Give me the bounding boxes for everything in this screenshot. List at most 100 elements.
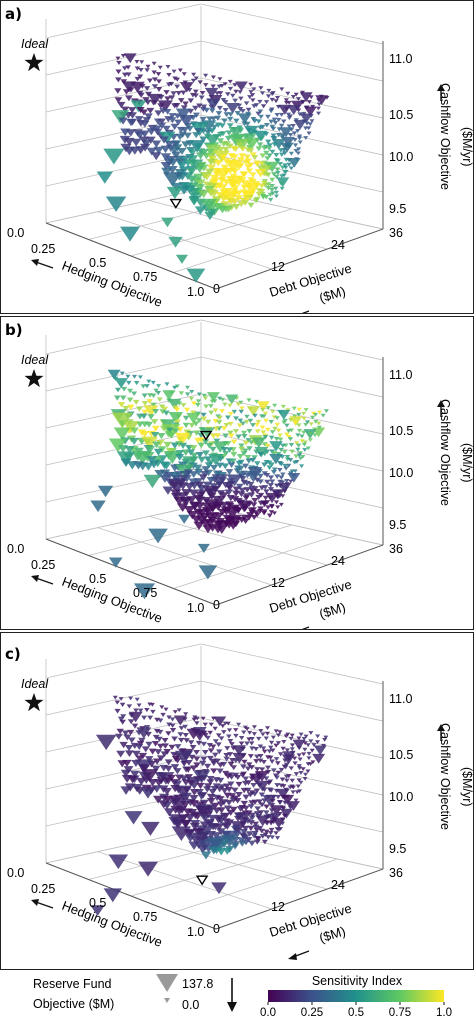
scatter-point <box>135 730 143 736</box>
x-tick-label: 0.5 <box>89 896 106 910</box>
scatter-point <box>216 420 223 425</box>
scatter-point <box>284 479 290 483</box>
scatter-point <box>127 719 135 725</box>
scatter-point <box>117 101 126 109</box>
grid-line <box>45 828 202 864</box>
scatter-point <box>134 697 140 702</box>
scatter-point <box>146 107 155 114</box>
scatter-point <box>219 409 225 414</box>
scatter-point <box>222 770 230 777</box>
scatter-point <box>303 734 309 739</box>
scatter-point <box>124 446 135 454</box>
scatter-point <box>232 429 240 434</box>
scatter-point <box>301 416 307 421</box>
scatter-point <box>268 788 275 793</box>
scatter-point <box>251 455 258 461</box>
scatter-point <box>157 432 166 440</box>
scatter-point <box>251 155 259 161</box>
z-axis-label-line1: Cashflow Objective <box>438 83 452 190</box>
scatter-point <box>254 806 262 812</box>
scatter-point <box>263 150 270 156</box>
scatter-point <box>215 111 223 116</box>
scatter-point <box>132 399 140 405</box>
scatter-point <box>206 148 215 155</box>
x-tick-label: 0.25 <box>31 558 55 572</box>
scatter-point <box>293 92 299 97</box>
scatter-point <box>302 747 308 752</box>
scatter-point <box>205 419 212 425</box>
scatter-point <box>238 741 245 746</box>
scatter-point <box>178 726 185 731</box>
grid-line <box>45 393 384 435</box>
scatter-point <box>209 190 219 198</box>
scatter-point <box>216 138 225 144</box>
scatter-point <box>246 792 254 798</box>
scatter-point <box>269 97 275 102</box>
scatter-point <box>287 105 301 115</box>
scatter-point <box>286 124 292 129</box>
scatter-point <box>252 198 260 204</box>
scatter-point <box>120 54 126 58</box>
scatter-point <box>206 794 216 801</box>
grid-line <box>45 717 384 759</box>
scatter-point <box>268 740 275 745</box>
scatter-point <box>119 395 127 401</box>
scatter-point <box>147 715 154 721</box>
scatter-point <box>124 811 143 825</box>
scatter-point <box>201 750 209 756</box>
scatter-point <box>183 738 190 743</box>
scatter-point <box>268 820 275 826</box>
scatter-point <box>176 426 184 433</box>
scatter-point <box>301 411 307 416</box>
scatter-point <box>200 412 207 418</box>
scatter-point <box>230 154 239 160</box>
scatter-point <box>173 419 181 425</box>
scatter-point <box>271 172 277 177</box>
scatter-point <box>122 89 131 95</box>
scatter-point <box>257 172 265 178</box>
scatter-point <box>299 434 305 439</box>
scatter-point <box>146 456 157 464</box>
scatter-point <box>263 776 270 781</box>
scatter-point <box>204 134 221 147</box>
grid-line <box>45 467 384 509</box>
scatter-point <box>147 93 163 105</box>
scatter-point <box>192 93 199 99</box>
scatter-point <box>227 430 234 436</box>
scatter-point <box>249 773 264 785</box>
scatter-point <box>162 486 174 495</box>
scatter-point <box>309 748 315 753</box>
scatter-point <box>251 87 257 92</box>
scatter-point <box>189 445 198 451</box>
scatter-point <box>261 451 268 457</box>
scatter-point <box>265 835 272 840</box>
scatter-point <box>252 821 260 827</box>
scatter-point <box>228 127 244 139</box>
scatter-point <box>323 735 329 740</box>
scatter-point <box>156 384 162 388</box>
scatter-point <box>242 794 250 800</box>
scatter-point <box>273 174 280 180</box>
scatter-point <box>162 125 171 133</box>
scatter-point <box>186 430 194 437</box>
scatter-point <box>164 96 171 102</box>
scatter-point <box>121 386 128 392</box>
scatter-point <box>199 799 209 807</box>
scatter-point <box>150 432 160 439</box>
scatter-point <box>261 798 268 804</box>
scatter-point <box>151 765 161 773</box>
scatter-point <box>222 179 231 186</box>
scatter-point <box>175 133 185 141</box>
scatter-point <box>126 119 136 127</box>
plot-c: c)Ideal 9.5 10.0 10.5 11.0 Cashflow Objective… <box>5 643 473 960</box>
scatter-point <box>283 165 289 170</box>
scatter-point <box>118 697 124 701</box>
scatter-point <box>137 708 144 713</box>
scatter-point <box>254 461 261 467</box>
scatter-point <box>159 474 171 483</box>
scatter-point <box>196 392 202 397</box>
scatter-point <box>137 74 144 79</box>
scatter-point <box>103 148 125 165</box>
grid-line <box>149 839 328 890</box>
scatter-point <box>236 423 243 428</box>
